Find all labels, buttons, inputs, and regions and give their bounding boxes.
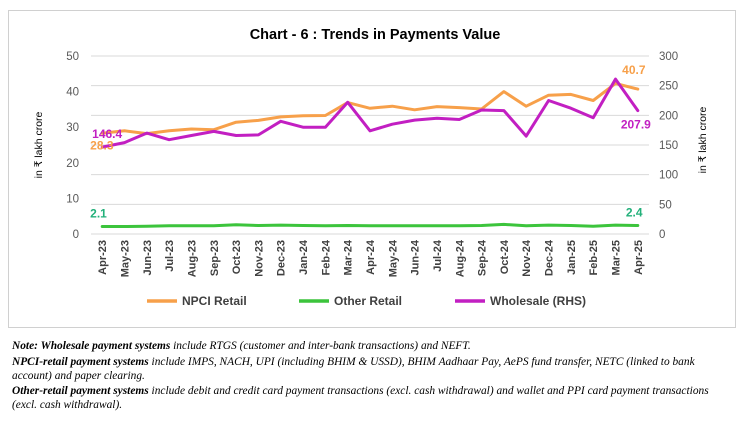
- x-tick-label: Sep-23: [209, 240, 221, 276]
- chart-title: Chart - 6 : Trends in Payments Value: [250, 27, 501, 43]
- x-tick-label: Feb-25: [588, 240, 600, 275]
- x-tick-label: Oct-23: [231, 240, 243, 274]
- left-tick-label: 30: [66, 122, 79, 134]
- note-wholesale-text: include RTGS (customer and inter-bank tr…: [170, 340, 471, 352]
- data-label: 2.1: [90, 207, 107, 221]
- left-tick-label: 40: [66, 87, 79, 99]
- x-tick-label: Jun-24: [410, 239, 422, 275]
- x-tick-label: Dec-23: [276, 240, 288, 276]
- right-axis-label: in ₹ lakh crore: [697, 106, 709, 173]
- x-tick-label: Jan-24: [298, 239, 310, 275]
- x-tick-label: Aug-24: [454, 239, 466, 277]
- left-tick-label: 20: [66, 158, 79, 170]
- series-line-npci-retail: [100, 81, 640, 136]
- right-tick-label: 200: [659, 110, 678, 122]
- note-wholesale-label: Note: Wholesale payment systems: [12, 340, 171, 352]
- note-npci-retail-label: NPCI-retail payment systems: [12, 356, 149, 368]
- x-tick-label: Jul-23: [164, 240, 176, 272]
- x-tick-label: Apr-25: [633, 240, 645, 275]
- x-tick-label: Jul-24: [432, 239, 444, 272]
- x-tick-label: May-24: [387, 239, 399, 277]
- data-label: 146.4: [92, 127, 122, 141]
- x-tick-label: Mar-24: [343, 239, 355, 275]
- right-tick-label: 250: [659, 81, 678, 93]
- x-tick-label: Dec-24: [544, 239, 556, 276]
- legend-label: Other Retail: [334, 294, 402, 308]
- legend-label: NPCI Retail: [182, 294, 247, 308]
- data-label: 2.4: [626, 205, 643, 219]
- x-tick-label: May-23: [119, 240, 131, 277]
- chart-frame: Chart - 6 : Trends in Payments Value 0 50 1…: [8, 10, 736, 328]
- left-tick-label: 10: [66, 193, 79, 205]
- x-tick-label: Jun-23: [142, 240, 154, 275]
- x-tick-label: Oct-24: [499, 239, 511, 274]
- x-tick-label: Feb-24: [320, 239, 332, 275]
- x-tick-label: Mar-25: [611, 240, 623, 275]
- note-npci-retail-text: include IMPS, NACH, UPI (including BHIM …: [12, 356, 695, 382]
- right-tick-label: 100: [659, 170, 678, 182]
- left-tick-label: 0: [73, 229, 79, 241]
- right-tick-label: 300: [659, 51, 678, 63]
- note-other-retail: Other-retail payment systems include deb…: [12, 384, 734, 412]
- line-chart: Chart - 6 : Trends in Payments Value 0 50 1…: [33, 27, 709, 308]
- x-tick-label: Aug-23: [186, 240, 198, 277]
- left-axis-label: in ₹ lakh crore: [33, 111, 45, 178]
- x-tick-label: Jan-25: [566, 240, 578, 275]
- series-line-wholesale-rhs: [100, 77, 640, 149]
- left-tick-label: 50: [66, 51, 79, 63]
- note-wholesale: Note: Wholesale payment systems include …: [12, 339, 734, 353]
- data-label: 40.7: [622, 63, 646, 77]
- right-tick-label: 0: [659, 229, 665, 241]
- data-label: 28.3: [90, 138, 114, 152]
- legend-label: Wholesale (RHS): [490, 294, 586, 308]
- note-npci-retail: NPCI-retail payment systems include IMPS…: [12, 355, 734, 383]
- x-tick-label: Nov-23: [253, 240, 265, 277]
- note-other-retail-text: include debit and credit card payment tr…: [12, 385, 709, 411]
- x-tick-label: Apr-23: [97, 240, 109, 275]
- x-tick-label: Apr-24: [365, 239, 377, 275]
- right-tick-label: 150: [659, 140, 678, 152]
- right-tick-label: 50: [659, 199, 672, 211]
- x-tick-label: Nov-24: [521, 239, 533, 277]
- x-tick-label: Sep-24: [477, 239, 489, 276]
- series-line-other-retail: [100, 222, 640, 228]
- data-label: 207.9: [621, 118, 651, 132]
- note-other-retail-label: Other-retail payment systems: [12, 385, 149, 397]
